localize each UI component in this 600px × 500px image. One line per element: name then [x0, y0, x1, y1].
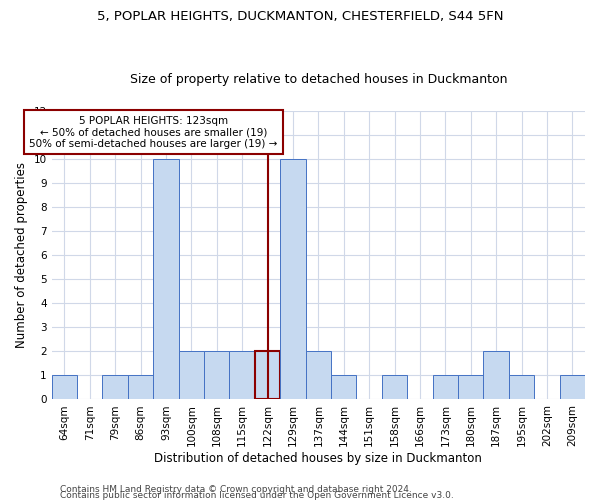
Bar [433, 376, 458, 400]
Bar [52, 376, 77, 400]
Bar [204, 352, 229, 400]
X-axis label: Distribution of detached houses by size in Duckmanton: Distribution of detached houses by size … [154, 452, 482, 465]
Bar [179, 352, 204, 400]
Bar [331, 376, 356, 400]
Y-axis label: Number of detached properties: Number of detached properties [15, 162, 28, 348]
Bar [560, 376, 585, 400]
Title: Size of property relative to detached houses in Duckmanton: Size of property relative to detached ho… [130, 73, 507, 86]
Text: Contains HM Land Registry data © Crown copyright and database right 2024.: Contains HM Land Registry data © Crown c… [60, 484, 412, 494]
Bar [382, 376, 407, 400]
Bar [484, 352, 509, 400]
Bar [305, 352, 331, 400]
Bar [128, 376, 153, 400]
Text: 5 POPLAR HEIGHTS: 123sqm
← 50% of detached houses are smaller (19)
50% of semi-d: 5 POPLAR HEIGHTS: 123sqm ← 50% of detach… [29, 116, 277, 149]
Bar [255, 352, 280, 400]
Text: 5, POPLAR HEIGHTS, DUCKMANTON, CHESTERFIELD, S44 5FN: 5, POPLAR HEIGHTS, DUCKMANTON, CHESTERFI… [97, 10, 503, 23]
Text: Contains public sector information licensed under the Open Government Licence v3: Contains public sector information licen… [60, 490, 454, 500]
Bar [153, 159, 179, 400]
Bar [280, 159, 305, 400]
Bar [509, 376, 534, 400]
Bar [229, 352, 255, 400]
Bar [458, 376, 484, 400]
Bar [103, 376, 128, 400]
